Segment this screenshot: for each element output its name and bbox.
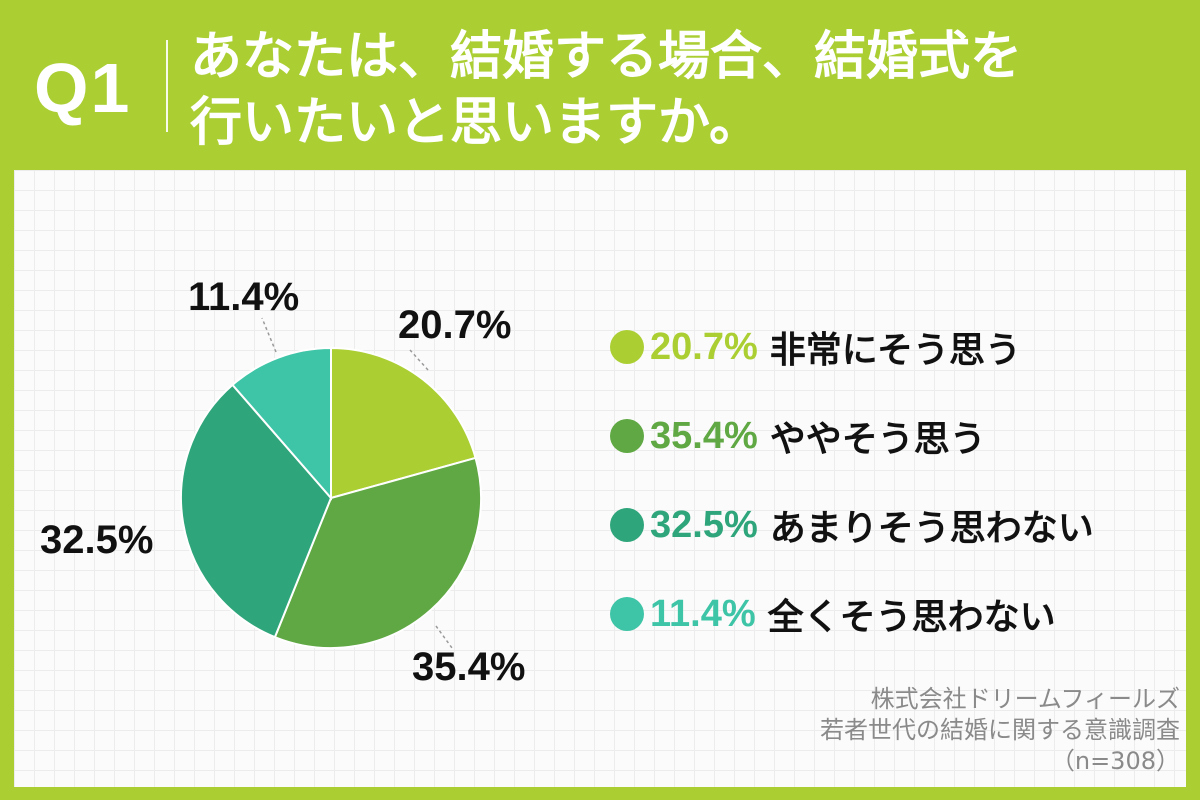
- pie-slice: [180, 383, 333, 639]
- legend-label: ややそう思う: [769, 419, 986, 460]
- slice-value-label: 11.4%: [188, 275, 299, 319]
- legend-value: 35.4%: [650, 414, 758, 457]
- legend-dot-icon: [610, 419, 644, 453]
- legend-value: 20.7%: [650, 325, 758, 368]
- source-sample-size: （n=308）: [1050, 747, 1180, 775]
- slice-value-label: 20.7%: [398, 303, 511, 347]
- question-number: Q1: [34, 49, 132, 127]
- source-note: 株式会社ドリームフィールズ 若者世代の結婚に関する意識調査 （n=308）: [820, 684, 1180, 777]
- legend-item: 20.7% 非常にそう思う: [610, 318, 1190, 376]
- legend-item: 32.5% あまりそう思わない: [610, 496, 1190, 554]
- header-divider: [166, 40, 168, 132]
- legend: 20.7% 非常にそう思う 35.4% ややそう思う 32.5% あまりそう思わ…: [610, 318, 1190, 674]
- legend-item: 35.4% ややそう思う: [610, 407, 1190, 465]
- pie-slice: [273, 456, 482, 649]
- source-company: 株式会社ドリームフィールズ: [870, 685, 1180, 713]
- question-line-1: あなたは、結婚する場合、結婚式を: [190, 27, 1023, 87]
- legend-label: 全くそう思わない: [767, 597, 1056, 638]
- source-survey: 若者世代の結婚に関する意識調査: [820, 716, 1180, 744]
- legend-dot-icon: [610, 508, 644, 542]
- legend-dot-icon: [610, 597, 644, 631]
- question-text: あなたは、結婚する場合、結婚式を 行いたいと思いますか。: [190, 24, 1180, 156]
- pie-slice: [330, 346, 477, 500]
- leader-line: [435, 625, 453, 649]
- legend-label: 非常にそう思う: [769, 330, 1022, 371]
- question-line-2: 行いたいと思いますか。: [190, 93, 761, 153]
- legend-item: 11.4% 全くそう思わない: [610, 585, 1190, 643]
- legend-value: 11.4%: [650, 592, 756, 635]
- legend-value: 32.5%: [650, 503, 758, 546]
- header: Q1 あなたは、結婚する場合、結婚式を 行いたいと思いますか。: [0, 0, 1200, 170]
- slice-value-label: 32.5%: [40, 518, 153, 562]
- leader-line: [409, 349, 429, 371]
- leader-line: [261, 317, 277, 353]
- legend-label: あまりそう思わない: [769, 508, 1094, 549]
- pie-slice: [231, 346, 332, 501]
- legend-dot-icon: [610, 330, 644, 364]
- slice-value-label: 35.4%: [412, 645, 525, 689]
